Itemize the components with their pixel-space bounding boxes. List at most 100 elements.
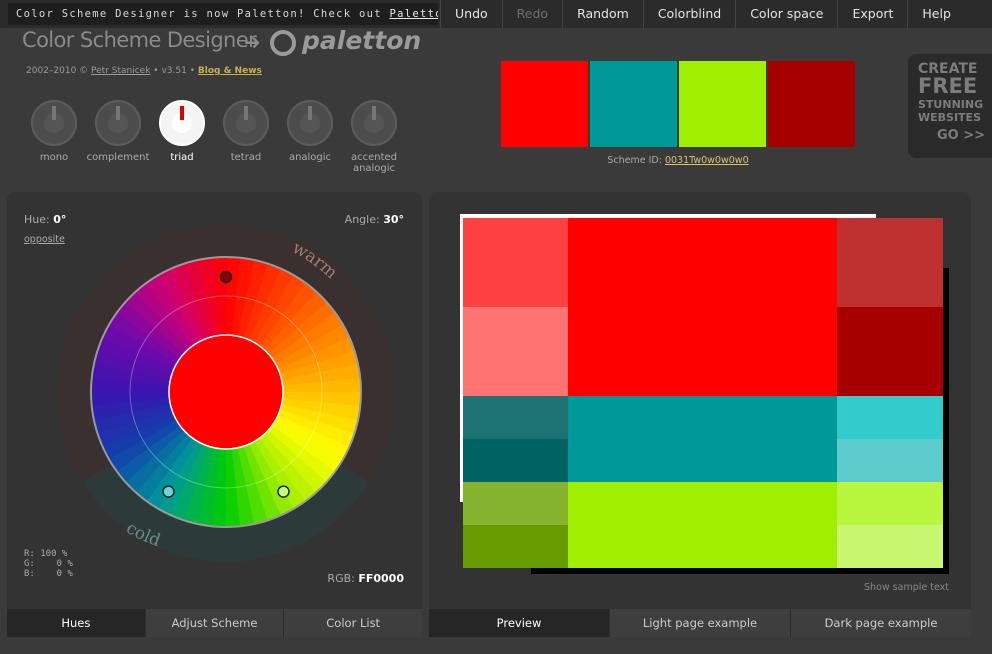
blog-link[interactable]: Blog & News bbox=[197, 66, 262, 76]
hue-segment[interactable] bbox=[264, 291, 328, 355]
swatch-primary[interactable] bbox=[501, 61, 588, 147]
preview-sec2-dark2[interactable] bbox=[463, 525, 568, 568]
paletton-link[interactable]: Paletton.com bbox=[389, 8, 438, 20]
hue-segment[interactable] bbox=[275, 324, 350, 370]
hue-segment[interactable] bbox=[93, 403, 172, 434]
hue-segment[interactable] bbox=[254, 275, 307, 347]
hue-segment[interactable] bbox=[182, 446, 215, 525]
hue-segment[interactable] bbox=[231, 257, 256, 337]
color-wheel[interactable]: warm cold bbox=[51, 212, 401, 564]
hue-segment[interactable] bbox=[259, 282, 318, 351]
preview-sec2-dark1[interactable] bbox=[463, 482, 568, 525]
preview-sec1-dark2[interactable] bbox=[463, 439, 568, 482]
hue-segment[interactable] bbox=[263, 430, 327, 494]
hue-segment[interactable] bbox=[146, 274, 199, 346]
menu-export[interactable]: Export bbox=[837, 0, 907, 28]
menu-colorblind[interactable]: Colorblind bbox=[642, 0, 735, 28]
hue-segment[interactable] bbox=[268, 301, 337, 359]
hue-segment[interactable] bbox=[91, 362, 171, 387]
hue-segment[interactable] bbox=[282, 392, 361, 408]
tab-color-list[interactable]: Color List bbox=[283, 609, 423, 637]
hue-segment[interactable] bbox=[278, 337, 355, 375]
preview-sec2-light1[interactable] bbox=[837, 482, 943, 525]
preview-sec1[interactable] bbox=[568, 396, 837, 482]
scheme-type-triad[interactable]: triad bbox=[150, 98, 214, 174]
hue-segment[interactable] bbox=[259, 434, 317, 503]
tab-adjust-scheme[interactable]: Adjust Scheme bbox=[144, 609, 284, 637]
hue-segment[interactable] bbox=[135, 281, 193, 350]
hue-segment[interactable] bbox=[116, 300, 185, 359]
hue-segment[interactable] bbox=[91, 376, 170, 392]
hue-segment[interactable] bbox=[169, 443, 209, 521]
hue-segment[interactable] bbox=[184, 259, 215, 338]
scheme-type-accented-analogic[interactable]: accented analogic bbox=[342, 98, 406, 174]
menu-random[interactable]: Random bbox=[562, 0, 643, 28]
preview-primary[interactable] bbox=[568, 218, 837, 396]
hue-segment[interactable] bbox=[124, 429, 188, 493]
hue-segment[interactable] bbox=[281, 397, 361, 422]
hue-marker-handle[interactable] bbox=[219, 270, 233, 284]
hue-segment[interactable] bbox=[109, 311, 181, 364]
hue-segment[interactable] bbox=[115, 425, 184, 483]
preview-sec2-light2[interactable] bbox=[837, 525, 943, 568]
scheme-type-mono[interactable]: mono bbox=[22, 98, 86, 174]
preview-sec2[interactable] bbox=[568, 482, 837, 568]
hue-segment[interactable] bbox=[134, 433, 193, 502]
hue-segment[interactable] bbox=[271, 420, 343, 473]
menu-undo[interactable]: Undo bbox=[440, 0, 502, 28]
hue-segment[interactable] bbox=[210, 448, 226, 527]
tab-light-page-example[interactable]: Light page example bbox=[609, 609, 790, 637]
swatch-complement[interactable] bbox=[768, 61, 855, 147]
preview-sec1-light2[interactable] bbox=[837, 439, 943, 482]
scheme-type-tetrad[interactable]: tetrad bbox=[214, 98, 278, 174]
hue-segment[interactable] bbox=[224, 448, 241, 527]
hue-marker-handle[interactable] bbox=[277, 485, 290, 498]
hue-segment[interactable] bbox=[282, 377, 361, 394]
preview-primary-light1[interactable] bbox=[463, 218, 568, 307]
hue-segment[interactable] bbox=[280, 350, 359, 381]
hue-segment[interactable] bbox=[97, 335, 175, 375]
opposite-link[interactable]: opposite bbox=[24, 234, 65, 245]
preview-primary-dark1[interactable] bbox=[837, 218, 943, 307]
tab-preview[interactable]: Preview bbox=[429, 609, 609, 637]
menu-color-space[interactable]: Color space bbox=[735, 0, 837, 28]
scheme-type-analogic[interactable]: analogic bbox=[278, 98, 342, 174]
preview-primary-light2[interactable] bbox=[463, 307, 568, 396]
promo-banner[interactable]: CREATE FREE STUNNING WEBSITES GO >> bbox=[908, 54, 992, 158]
hue-segment[interactable] bbox=[243, 263, 283, 341]
swatch-secondary-b[interactable] bbox=[679, 61, 766, 147]
hue-segment[interactable] bbox=[277, 409, 355, 449]
hue-segment[interactable] bbox=[102, 414, 177, 460]
hue-segment[interactable] bbox=[237, 259, 270, 338]
paletton-logo[interactable]: paletton bbox=[272, 26, 421, 55]
hue-segment[interactable] bbox=[158, 268, 204, 343]
scheme-id-link[interactable]: 0031Tw0w0w0w0 bbox=[664, 155, 749, 166]
hue-segment[interactable] bbox=[145, 437, 198, 509]
hue-segment[interactable] bbox=[267, 425, 336, 484]
scheme-type-complement[interactable]: complement bbox=[86, 98, 150, 174]
preview-sec1-dark1[interactable] bbox=[463, 396, 568, 439]
menu-help[interactable]: Help bbox=[907, 0, 965, 28]
hue-segment[interactable] bbox=[253, 438, 306, 510]
hue-segment[interactable] bbox=[108, 419, 180, 472]
hue-segment[interactable] bbox=[102, 323, 177, 369]
hue-marker-handle[interactable] bbox=[162, 485, 175, 498]
preview-sec1-light1[interactable] bbox=[837, 396, 943, 439]
menu-redo[interactable]: Redo bbox=[501, 0, 562, 28]
hue-segment[interactable] bbox=[171, 263, 209, 340]
hue-segment[interactable] bbox=[280, 403, 359, 436]
tab-dark-page-example[interactable]: Dark page example bbox=[790, 609, 971, 637]
hue-segment[interactable] bbox=[249, 268, 295, 343]
hue-segment[interactable] bbox=[243, 444, 281, 521]
show-sample-text-link[interactable]: Show sample text bbox=[864, 582, 949, 593]
hue-segment[interactable] bbox=[237, 446, 268, 525]
swatch-secondary-a[interactable] bbox=[590, 61, 677, 147]
hue-segment[interactable] bbox=[91, 390, 170, 407]
hue-segment[interactable] bbox=[275, 415, 350, 461]
hue-segment[interactable] bbox=[125, 290, 189, 354]
hue-segment[interactable] bbox=[93, 348, 172, 381]
preview-primary-dark2[interactable] bbox=[837, 307, 943, 396]
tab-hues[interactable]: Hues bbox=[7, 609, 145, 637]
hue-segment[interactable] bbox=[196, 447, 221, 527]
hue-segment[interactable] bbox=[272, 312, 344, 365]
